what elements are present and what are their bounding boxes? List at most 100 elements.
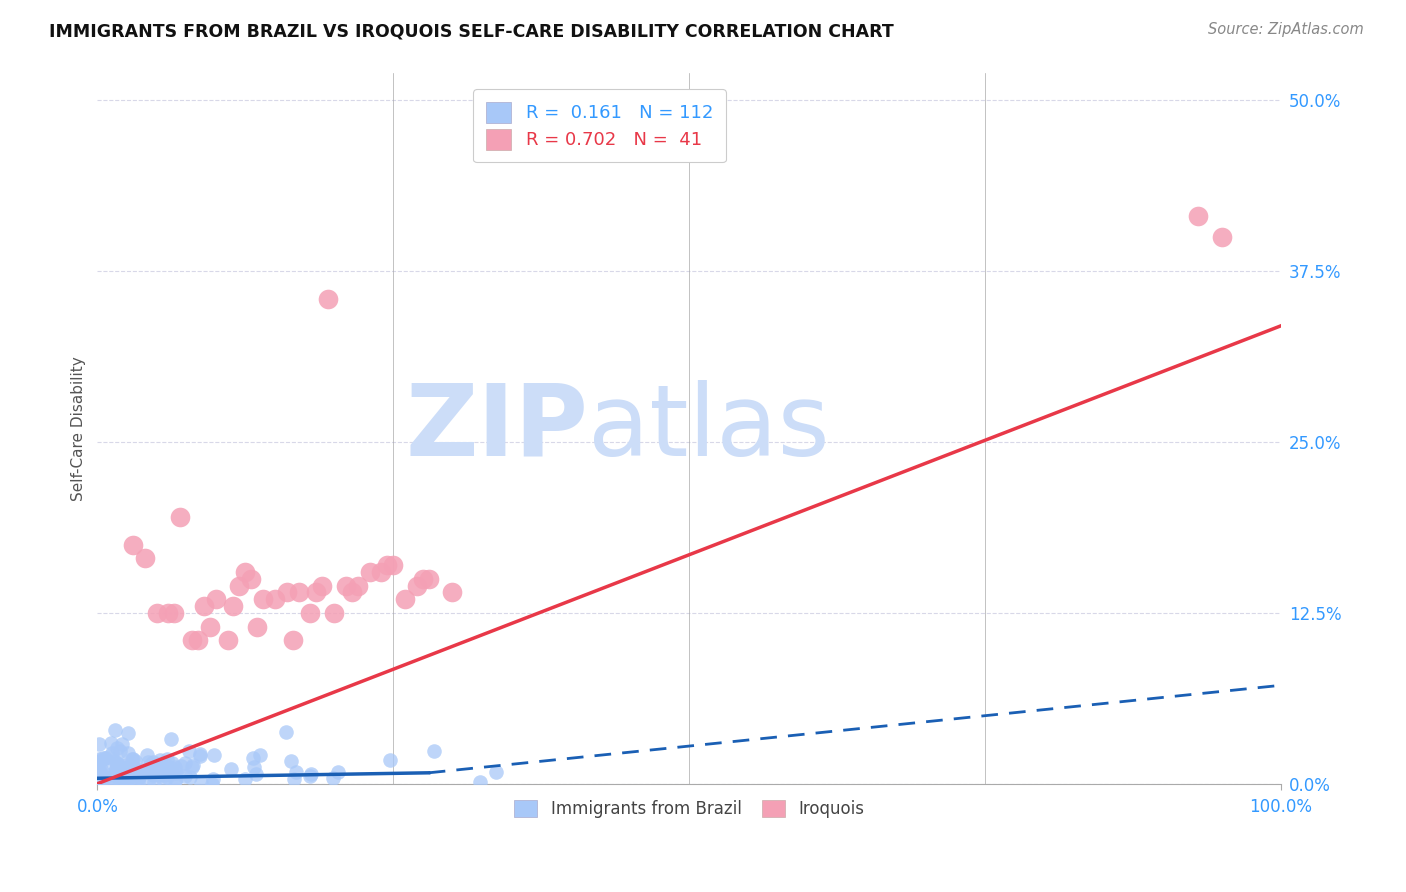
- Point: [110, 758, 132, 772]
- Point: [121, 751, 143, 765]
- Point: [105, 759, 128, 773]
- Point: [127, 776, 149, 790]
- Point: [89, 752, 111, 766]
- Point: [141, 767, 163, 781]
- Point: [173, 768, 195, 782]
- Point: [148, 768, 170, 782]
- Point: [134, 551, 156, 566]
- Point: [100, 736, 122, 750]
- Point: [283, 772, 305, 786]
- Point: [139, 757, 162, 772]
- Point: [155, 758, 177, 772]
- Point: [145, 606, 167, 620]
- Point: [111, 763, 134, 777]
- Point: [100, 767, 122, 781]
- Point: [165, 766, 187, 780]
- Point: [174, 756, 197, 771]
- Legend: Immigrants from Brazil, Iroquois: Immigrants from Brazil, Iroquois: [508, 794, 870, 825]
- Point: [243, 760, 266, 774]
- Point: [202, 772, 225, 787]
- Point: [322, 772, 344, 786]
- Point: [117, 746, 139, 760]
- Point: [181, 759, 204, 773]
- Point: [179, 744, 201, 758]
- Point: [188, 747, 211, 761]
- Point: [153, 774, 176, 789]
- Point: [233, 565, 256, 579]
- Point: [89, 754, 111, 768]
- Point: [252, 592, 274, 607]
- Text: ZIP: ZIP: [405, 380, 589, 477]
- Point: [159, 761, 181, 775]
- Point: [276, 585, 298, 599]
- Point: [222, 599, 245, 613]
- Point: [264, 592, 287, 607]
- Point: [280, 754, 302, 768]
- Point: [1187, 210, 1209, 224]
- Point: [245, 767, 267, 781]
- Point: [105, 756, 128, 770]
- Point: [170, 758, 193, 772]
- Point: [127, 764, 149, 778]
- Point: [89, 737, 111, 751]
- Point: [153, 768, 176, 782]
- Point: [142, 768, 165, 782]
- Point: [103, 768, 125, 782]
- Point: [412, 572, 434, 586]
- Point: [169, 510, 191, 524]
- Point: [103, 754, 125, 768]
- Point: [115, 772, 138, 786]
- Point: [121, 537, 143, 551]
- Point: [382, 558, 405, 572]
- Point: [198, 619, 221, 633]
- Point: [301, 767, 323, 781]
- Point: [124, 754, 146, 768]
- Point: [370, 565, 392, 579]
- Y-axis label: Self-Care Disability: Self-Care Disability: [72, 356, 86, 500]
- Point: [114, 775, 136, 789]
- Point: [359, 565, 381, 579]
- Point: [128, 770, 150, 784]
- Point: [201, 776, 224, 790]
- Point: [157, 606, 180, 620]
- Point: [104, 723, 127, 737]
- Point: [128, 770, 150, 784]
- Point: [468, 775, 491, 789]
- Point: [163, 760, 186, 774]
- Point: [162, 756, 184, 771]
- Point: [187, 633, 209, 648]
- Point: [190, 748, 212, 763]
- Point: [105, 741, 128, 756]
- Point: [105, 761, 128, 775]
- Point: [111, 766, 134, 780]
- Point: [143, 775, 166, 789]
- Point: [128, 765, 150, 780]
- Point: [335, 578, 357, 592]
- Point: [122, 752, 145, 766]
- Point: [100, 772, 122, 787]
- Point: [422, 744, 444, 758]
- Point: [299, 606, 322, 620]
- Point: [111, 737, 134, 751]
- Point: [311, 578, 333, 592]
- Point: [316, 292, 339, 306]
- Point: [219, 762, 242, 776]
- Point: [406, 578, 429, 592]
- Point: [118, 759, 141, 773]
- Point: [110, 770, 132, 784]
- Point: [346, 578, 368, 592]
- Point: [110, 744, 132, 758]
- Point: [150, 759, 173, 773]
- Point: [142, 755, 165, 769]
- Point: [141, 764, 163, 779]
- Point: [340, 585, 363, 599]
- Point: [100, 746, 122, 760]
- Point: [181, 757, 204, 772]
- Point: [190, 775, 212, 789]
- Point: [287, 585, 309, 599]
- Point: [284, 765, 307, 780]
- Point: [375, 558, 398, 572]
- Point: [112, 763, 135, 777]
- Point: [394, 592, 416, 607]
- Point: [89, 764, 111, 779]
